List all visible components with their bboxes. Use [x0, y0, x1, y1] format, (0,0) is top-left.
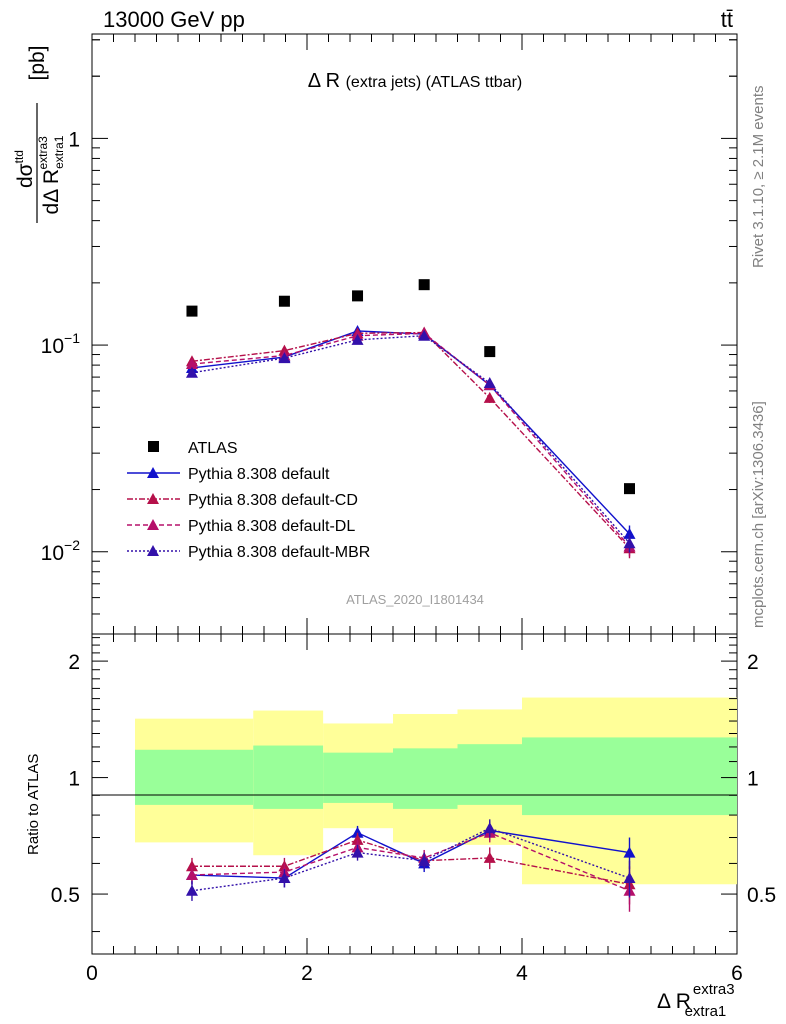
legend-label: ATLAS [188, 440, 238, 457]
ratio-band-inner [522, 737, 737, 816]
rivet-label: Rivet 3.1.10, ≥ 2.1M events [750, 86, 767, 269]
main-y-tick-label: 10−1 [41, 330, 81, 358]
svg-text:dσttd: dσttd [12, 150, 37, 188]
series-point-ratio [185, 860, 198, 872]
series-point-main [351, 333, 364, 345]
series-line-ratio [191, 839, 630, 885]
series-point-ratio [351, 826, 364, 838]
plot-inner-title: Δ R (extra jets) (ATLAS ttbar) [308, 70, 522, 92]
legend-marker [147, 545, 159, 556]
legend-label: Pythia 8.308 default [188, 466, 330, 483]
atlas-data-point [624, 483, 635, 495]
x-tick-label: 0 [86, 962, 98, 985]
series-line-main [191, 332, 631, 547]
process-label: 13000 GeV pp [103, 7, 245, 32]
x-axis-label: Δ Rextra3 extra1 [657, 981, 735, 1020]
x-tick-label: 6 [731, 962, 743, 985]
ratio-y-tick-label-right: 1 [747, 768, 759, 791]
x-tick-label: 4 [516, 962, 528, 985]
mcplots-label: mcplots.cern.ch [arXiv:1306.3436] [750, 401, 767, 628]
series-point-ratio [351, 833, 364, 845]
svg-text:[pb]: [pb] [26, 45, 49, 80]
legend-label: Pythia 8.308 default-MBR [188, 544, 370, 561]
main-y-axis-label: dσttd dΔ Rextra1extra3 [pb] [12, 45, 66, 223]
series-point-ratio [483, 822, 496, 834]
legend-label: Pythia 8.308 default-DL [188, 518, 355, 535]
series-point-main [185, 366, 198, 378]
series-3 [185, 329, 636, 901]
ratio-band-inner [253, 745, 324, 809]
ratio-y-tick-label-right: 2 [747, 651, 759, 674]
series-point-ratio [483, 851, 496, 863]
series-atlas [186, 279, 635, 495]
series-line-ratio [191, 827, 630, 892]
series-point-ratio [623, 872, 636, 884]
legend-marker [147, 467, 159, 478]
svg-text:dΔ Rextra1extra3: dΔ Rextra1extra3 [36, 135, 66, 214]
series-point-main [623, 537, 636, 549]
main-y-tick-label: 10−2 [41, 537, 81, 565]
atlas-data-point [352, 290, 364, 302]
ratio-band-inner [393, 748, 458, 809]
series-line-ratio [191, 829, 630, 879]
main-y-tick-label: 1 [68, 128, 80, 151]
atlas-data-point [418, 279, 430, 291]
series-point-main [278, 352, 291, 364]
final-state-label: tt̄ [721, 7, 733, 32]
legend-marker-atlas [148, 441, 159, 452]
series-line-main [191, 334, 631, 544]
series-point-ratio [418, 854, 431, 866]
ratio-y-axis-label: Ratio to ATLAS [25, 754, 42, 855]
ratio-uncertainty-bands [135, 697, 737, 885]
axis-ticks: 1 10−1 10−2 2 2 1 1 0.5 0.5 0 2 4 6 [41, 34, 776, 985]
x-tick-label: 2 [301, 962, 313, 985]
ratio-y-tick-label-left: 0.5 [51, 884, 80, 907]
series-layer [185, 279, 636, 912]
series-line-main [191, 331, 631, 549]
series-point-ratio [278, 872, 291, 884]
legend-marker [147, 519, 159, 530]
series-point-main [623, 527, 636, 539]
ratio-y-tick-label-right: 0.5 [747, 884, 776, 907]
series-point-main [418, 329, 431, 341]
atlas-data-point [484, 346, 496, 358]
series-point-ratio [623, 846, 636, 858]
atlas-data-point [186, 305, 198, 317]
legend: ATLAS Pythia 8.308 default Pythia 8.308 de… [127, 440, 370, 561]
series-point-ratio [185, 869, 198, 881]
atlas-data-point [278, 295, 290, 307]
legend-label: Pythia 8.308 default-CD [188, 492, 358, 509]
series-point-main [483, 391, 496, 403]
analysis-id: ATLAS_2020_I1801434 [346, 592, 484, 607]
series-line-ratio [191, 832, 630, 892]
legend-marker [147, 493, 159, 504]
ratio-y-tick-label-left: 2 [68, 651, 80, 674]
ratio-y-tick-label-left: 1 [68, 768, 80, 791]
series-point-main [185, 357, 198, 369]
series-point-ratio [351, 846, 364, 858]
series-point-main [483, 377, 496, 389]
ratio-band-inner [457, 744, 522, 805]
series-point-ratio [185, 884, 198, 896]
ratio-band-inner [135, 749, 254, 805]
